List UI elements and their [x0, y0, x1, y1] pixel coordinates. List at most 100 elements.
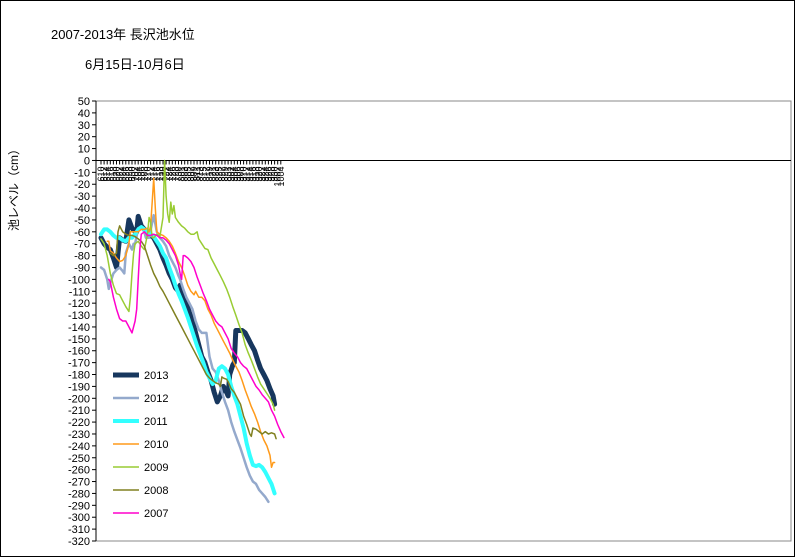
- x-tick-label: 912: [242, 166, 252, 181]
- x-tick-label: 1004: [276, 166, 286, 186]
- y-tick-label: -170: [68, 358, 90, 370]
- x-tick-label: 819: [205, 166, 215, 181]
- chart-subtitle: 6月15日-10月6日: [85, 57, 185, 72]
- x-tick-label: 624: [118, 166, 128, 181]
- x-tick-label: 704: [133, 166, 143, 181]
- y-tick-label: -280: [68, 488, 90, 500]
- legend-label-2010: 2010: [144, 439, 168, 451]
- x-tick-label: 730: [174, 166, 184, 181]
- x-tick-label: 926: [263, 166, 273, 181]
- y-tick-label: -100: [68, 274, 90, 286]
- x-tick-label: 827: [217, 166, 227, 181]
- y-tick-label: -30: [74, 191, 90, 203]
- legend-label-2011: 2011: [144, 416, 168, 428]
- x-tick-label: 811: [192, 166, 202, 180]
- legend: 2013 2012 2011 2010 2009 2008 2007: [113, 370, 168, 520]
- x-tick-label: 831: [223, 166, 233, 181]
- x-tick-label: 718: [155, 166, 165, 181]
- x-tick-label: 902: [226, 166, 236, 181]
- y-tick-label: -220: [68, 417, 90, 429]
- x-tick-label: 622: [115, 166, 125, 181]
- y-tick-label: 50: [78, 96, 90, 108]
- legend-label-2013: 2013: [144, 370, 168, 382]
- y-tick-label: -310: [68, 524, 90, 536]
- y-tick-label: -250: [68, 453, 90, 465]
- x-tick-label: 803: [180, 166, 190, 181]
- x-tick-label: 724: [164, 166, 174, 181]
- y-tick-label: -120: [68, 298, 90, 310]
- x-tick-label: 708: [139, 166, 149, 181]
- x-tick-label: 1002: [273, 166, 283, 186]
- x-tick-label: 616: [105, 166, 115, 181]
- series-line-2012: [99, 213, 270, 504]
- y-tick-label: -190: [68, 381, 90, 393]
- x-tick-label: 821: [208, 166, 218, 181]
- series-lines: [98, 159, 285, 504]
- y-tick-label: -260: [68, 465, 90, 477]
- x-tick-label: 916: [248, 166, 258, 181]
- y-tick-label: -180: [68, 370, 90, 382]
- y-tick-label: -130: [68, 310, 90, 322]
- x-tick-label: 918: [251, 166, 261, 181]
- y-tick-label: -70: [74, 239, 90, 251]
- x-tick-label: 825: [214, 166, 224, 181]
- y-tick-label: -210: [68, 405, 90, 417]
- x-tick-label: 904: [229, 166, 239, 181]
- y-tick-label: 0: [84, 155, 90, 167]
- y-tick-label: -290: [68, 500, 90, 512]
- y-tick-label: -150: [68, 334, 90, 346]
- y-tick-label: -110: [69, 286, 90, 298]
- x-tick-label: 710: [143, 166, 153, 181]
- x-tick-label: 813: [195, 166, 205, 181]
- x-tick-label: 610: [96, 166, 106, 181]
- x-tick-label: 809: [189, 166, 199, 181]
- x-tick-label: 716: [152, 166, 162, 181]
- x-tick-label: 922: [257, 166, 267, 181]
- x-tick-label: 714: [149, 166, 159, 181]
- x-tick-label: 807: [186, 166, 196, 181]
- y-tick-label: 10: [78, 144, 90, 156]
- y-tick-label: -200: [68, 393, 90, 405]
- x-tick-label: 628: [124, 166, 134, 181]
- x-tick-label: 817: [201, 166, 211, 181]
- x-tick-label: 801: [177, 166, 187, 181]
- x-axis: 6106126146166186206226246266286307027047…: [96, 159, 791, 186]
- y-tick-label: -300: [68, 512, 90, 524]
- x-tick-label: 726: [167, 166, 177, 181]
- y-tick-label: 20: [78, 132, 90, 144]
- y-tick-label: -240: [68, 441, 90, 453]
- y-tick-label: -160: [68, 346, 90, 358]
- legend-label-2008: 2008: [144, 485, 168, 497]
- y-tick-label: 40: [78, 108, 90, 120]
- x-tick-label: 722: [161, 166, 171, 181]
- y-tick-label: -10: [74, 167, 90, 179]
- x-tick-label: 728: [170, 166, 180, 181]
- x-tick-label: 620: [112, 166, 122, 181]
- x-tick-label: 928: [267, 166, 277, 181]
- y-tick-label: -270: [68, 477, 90, 489]
- x-tick-label: 702: [130, 166, 140, 181]
- x-tick-label: 930: [270, 166, 280, 181]
- x-tick-label: 612: [99, 166, 109, 181]
- x-tick-label: 906: [232, 166, 242, 181]
- legend-label-2007: 2007: [144, 508, 168, 520]
- chart-title: 2007-2013年 長沢池水位: [51, 27, 195, 42]
- y-tick-label: -50: [74, 215, 90, 227]
- series-line-2009: [100, 159, 276, 411]
- y-tick-label: 30: [78, 120, 90, 132]
- y-axis: 50403020100-10-20-30-40-50-60-70-80-90-1…: [68, 96, 97, 548]
- series-line-2010: [106, 177, 276, 469]
- x-tick-label: 823: [211, 166, 221, 181]
- x-tick-label: 626: [121, 166, 131, 181]
- x-tick-label: 914: [245, 166, 255, 181]
- x-tick-label: 630: [127, 166, 137, 181]
- series-line-2007: [108, 231, 285, 439]
- x-tick-label: 720: [158, 166, 168, 181]
- series-line-2013: [98, 213, 278, 407]
- legend-label-2009: 2009: [144, 462, 168, 474]
- x-tick-label: 924: [260, 166, 270, 181]
- x-tick-label: 712: [146, 166, 156, 181]
- x-tick-label: 805: [183, 166, 193, 181]
